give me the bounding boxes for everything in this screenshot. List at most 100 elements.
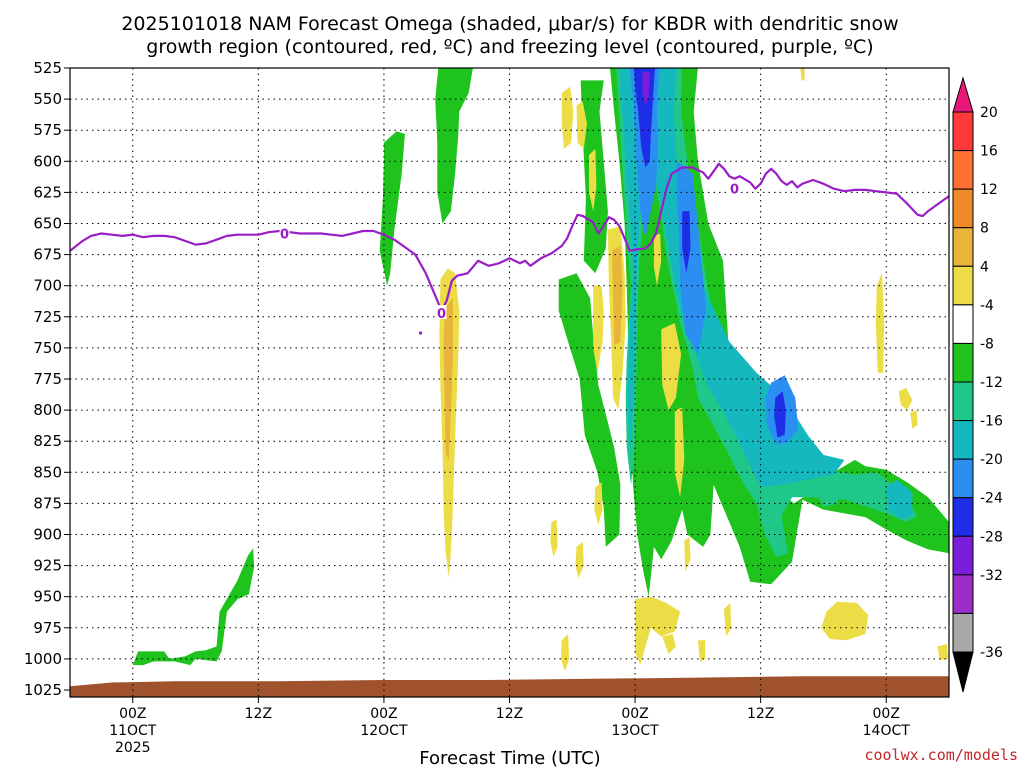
colorbar-label-8: -16 (980, 414, 1003, 430)
freezing-level-label-2: 0 (730, 183, 739, 198)
colorbar-swatch-10 (952, 497, 974, 537)
omega-region-9 (886, 479, 913, 520)
x-axis-label: Forecast Time (UTC) (419, 748, 600, 768)
colorbar-swatch-5 (952, 304, 974, 344)
colorbar-swatch-8 (952, 420, 974, 460)
y-tick-label-825: 825 (33, 432, 62, 450)
omega-region-42 (800, 68, 805, 81)
colorbar-label-0: 20 (980, 105, 998, 121)
x-tick-label-3: 12Z (496, 706, 523, 722)
freezing-label-bg-2 (729, 180, 740, 195)
x-tick-year-0: 2025 (115, 740, 151, 756)
omega-region-30 (575, 542, 584, 578)
omega-region-22 (593, 285, 604, 373)
omega-region-37 (821, 601, 869, 641)
y-tick-label-550: 550 (33, 90, 62, 108)
colorbar-swatch-7 (952, 381, 974, 422)
omega-region-32 (635, 596, 681, 666)
y-tick-label-725: 725 (33, 308, 62, 326)
colorbar-swatch-0 (952, 111, 974, 152)
colorbar-swatch-9 (952, 458, 974, 499)
omega-region-18 (443, 298, 453, 460)
x-tick-date-2: 12OCT (360, 723, 408, 739)
omega-shading (132, 68, 949, 672)
freezing-level-dot (418, 331, 423, 335)
x-tick-label-6: 00Z (873, 706, 900, 722)
omega-region-31 (560, 634, 570, 672)
colorbar-label-5: -4 (980, 298, 994, 314)
x-tick-label-4: 00Z (621, 706, 648, 722)
colorbar-label-4: 4 (980, 259, 989, 275)
colorbar-label-2: 12 (980, 182, 998, 198)
y-tick-label-700: 700 (33, 277, 62, 295)
omega-region-41 (937, 644, 948, 661)
colorbar-swatch-3 (952, 227, 974, 267)
y-tick-label-750: 750 (33, 339, 62, 357)
colorbar-label-10: -24 (980, 491, 1003, 507)
x-tick-date-0: 11OCT (109, 723, 157, 739)
y-axis: 525 550 575 600 625 650 675 700 725 750 775 800 825 8… (24, 59, 70, 699)
omega-region-7 (813, 477, 845, 508)
y-tick-label-1000: 1000 (24, 650, 62, 668)
omega-region-28 (550, 519, 558, 557)
y-tick-label-900: 900 (33, 526, 62, 544)
colorbar-swatch-12 (952, 574, 974, 614)
omega-region-38 (875, 273, 885, 373)
colorbar-label-13: -36 (980, 645, 1003, 661)
y-tick-label-525: 525 (33, 59, 62, 77)
omega-region-25 (653, 233, 662, 286)
y-tick-label-800: 800 (33, 401, 62, 419)
omega-region-11 (676, 161, 707, 355)
omega-region-20 (576, 101, 587, 149)
omega-region-39 (898, 387, 913, 411)
colorbar-label-6: -8 (980, 336, 994, 352)
omega-region-2 (435, 68, 473, 224)
omega-region-8 (620, 68, 845, 488)
x-tick-label-1: 12Z (245, 706, 272, 722)
y-tick-label-775: 775 (33, 370, 62, 388)
colorbar-label-1: 16 (980, 144, 998, 160)
colorbar-swatch-1 (952, 150, 974, 190)
x-tick-date-4: 13OCT (611, 723, 659, 739)
y-tick-label-575: 575 (33, 121, 62, 139)
omega-region-35 (697, 640, 706, 662)
y-tick-label-850: 850 (33, 463, 62, 481)
omega-region-33 (662, 634, 676, 654)
colorbar-swatch-4 (952, 265, 974, 306)
omega-region-3 (558, 273, 621, 547)
y-tick-label-675: 675 (33, 246, 62, 264)
x-tick-date-6: 14OCT (863, 723, 911, 739)
freezing-level-line (70, 162, 949, 312)
omega-region-15 (774, 391, 786, 438)
omega-region-40 (910, 410, 918, 429)
freezing-level-label-0: 0 (280, 227, 289, 242)
x-tick-label-2: 00Z (370, 706, 397, 722)
y-tick-label-650: 650 (33, 215, 62, 233)
omega-region-14 (682, 211, 691, 274)
y-tick-label-925: 925 (33, 557, 62, 575)
freezing-label-bg-1 (436, 305, 447, 320)
colorbar-swatch-2 (952, 188, 974, 229)
omega-region-1 (379, 131, 405, 286)
y-tick-label-975: 975 (33, 619, 62, 637)
y-tick-label-1025: 1025 (24, 681, 62, 699)
omega-region-0 (132, 548, 255, 666)
freezing-level-label-1: 0 (437, 307, 446, 322)
y-tick-label-625: 625 (33, 183, 62, 201)
omega-region-34 (684, 537, 691, 572)
colorbar-bottom-arrow (952, 651, 974, 693)
freezing-level: 0 0 0 (70, 162, 949, 335)
colorbar-swatch-11 (952, 535, 974, 576)
omega-region-19 (561, 86, 574, 149)
y-tick-label-875: 875 (33, 494, 62, 512)
colorbar-label-3: 8 (980, 221, 989, 237)
colorbar-label-12: -32 (980, 568, 1003, 584)
y-tick-label-950: 950 (33, 588, 62, 606)
ground-layer (70, 676, 949, 697)
colorbar-label-7: -12 (980, 375, 1003, 391)
grid-lines (70, 68, 949, 697)
y-tick-label-600: 600 (33, 152, 62, 170)
omega-region-27 (674, 407, 685, 498)
chart-title-line1: 2025101018 NAM Forecast Omega (shaded, μ… (121, 13, 898, 35)
omega-region-13 (634, 68, 655, 168)
